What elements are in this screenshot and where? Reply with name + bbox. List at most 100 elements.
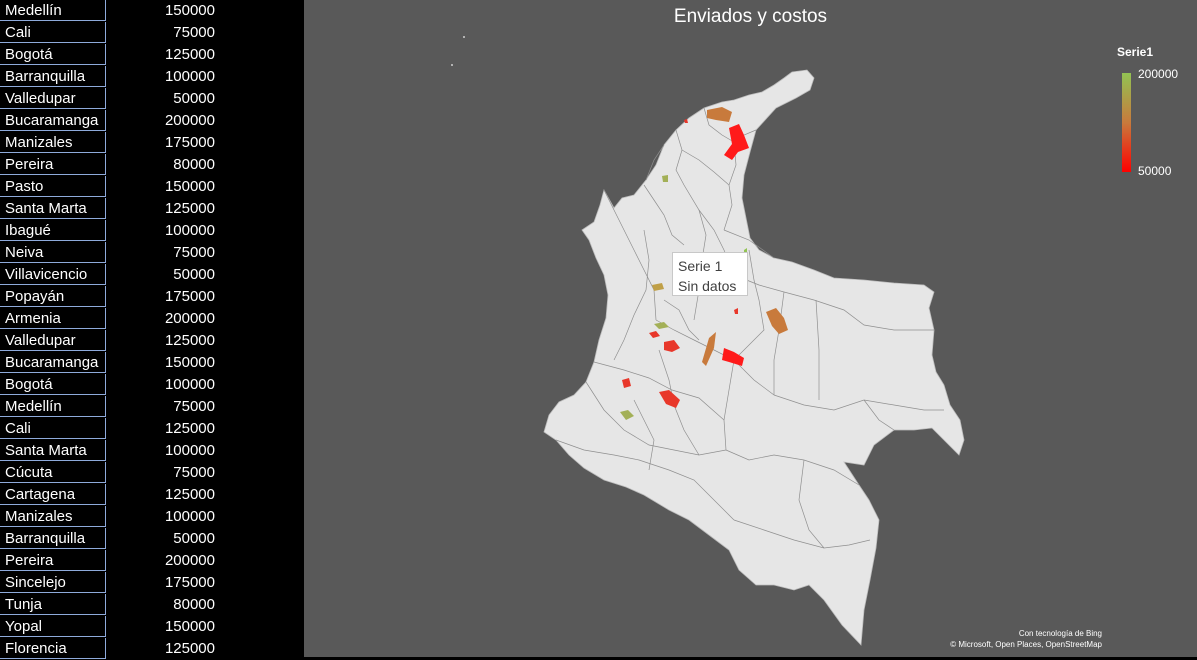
value-cell[interactable]: 100000	[164, 376, 215, 393]
value-cell[interactable]: 125000	[164, 332, 215, 349]
value-cell[interactable]: 50000	[173, 266, 215, 283]
value-cell[interactable]: 50000	[173, 90, 215, 107]
table-row[interactable]: Villavicencio 50000	[0, 264, 304, 286]
table-row[interactable]: Florencia 125000	[0, 638, 304, 660]
city-cell[interactable]: Manizales	[0, 506, 106, 527]
table-row[interactable]: Popayán 175000	[0, 286, 304, 308]
city-cell[interactable]: Santa Marta	[0, 198, 106, 219]
table-row[interactable]: Yopal 150000	[0, 616, 304, 638]
city-cell[interactable]: Cali	[0, 418, 106, 439]
value-cell[interactable]: 175000	[164, 574, 215, 591]
city-cell[interactable]: Pereira	[0, 550, 106, 571]
value-cell[interactable]: 175000	[164, 288, 215, 305]
table-row[interactable]: Valledupar 50000	[0, 88, 304, 110]
table-row[interactable]: Cartagena 125000	[0, 484, 304, 506]
city-cell[interactable]: Santa Marta	[0, 440, 106, 461]
value-cell[interactable]: 150000	[164, 178, 215, 195]
marker-valledupar	[724, 124, 749, 160]
city-cell[interactable]: Ibagué	[0, 220, 106, 241]
map-chart[interactable]: Enviados y costos Serie1 200000 50000 Se…	[304, 0, 1197, 657]
table-row[interactable]: Cali 125000	[0, 418, 304, 440]
value-cell[interactable]: 100000	[164, 442, 215, 459]
city-cell[interactable]: Pasto	[0, 176, 106, 197]
value-cell[interactable]: 200000	[164, 552, 215, 569]
value-cell[interactable]: 150000	[164, 354, 215, 371]
table-row[interactable]: Manizales 175000	[0, 132, 304, 154]
value-cell[interactable]: 75000	[173, 244, 215, 261]
value-cell[interactable]: 75000	[173, 24, 215, 41]
table-row[interactable]: Medellín 75000	[0, 396, 304, 418]
city-cell[interactable]: Yopal	[0, 616, 106, 637]
city-cell[interactable]: Valledupar	[0, 88, 106, 109]
value-cell[interactable]: 150000	[164, 618, 215, 635]
map-tooltip: Serie 1 Sin datos	[672, 252, 748, 296]
table-row[interactable]: Armenia 200000	[0, 308, 304, 330]
table-row[interactable]: Barranquilla 100000	[0, 66, 304, 88]
table-row[interactable]: Tunja 80000	[0, 594, 304, 616]
table-row[interactable]: Bucaramanga 150000	[0, 352, 304, 374]
table-row[interactable]: Pasto 150000	[0, 176, 304, 198]
value-cell[interactable]: 75000	[173, 464, 215, 481]
table-row[interactable]: Pereira 80000	[0, 154, 304, 176]
city-cell[interactable]: Florencia	[0, 638, 106, 659]
value-cell[interactable]: 200000	[164, 112, 215, 129]
value-cell[interactable]: 175000	[164, 134, 215, 151]
city-cell[interactable]: Bogotá	[0, 374, 106, 395]
city-cell[interactable]: Medellín	[0, 0, 106, 21]
city-cell[interactable]: Sincelejo	[0, 572, 106, 593]
city-cell[interactable]: Popayán	[0, 286, 106, 307]
city-cell[interactable]: Armenia	[0, 308, 106, 329]
value-cell[interactable]: 125000	[164, 420, 215, 437]
table-row[interactable]: Bogotá 125000	[0, 44, 304, 66]
table-row[interactable]: Barranquilla 50000	[0, 528, 304, 550]
value-cell[interactable]: 200000	[164, 310, 215, 327]
table-row[interactable]: Cúcuta 75000	[0, 462, 304, 484]
city-cell[interactable]: Manizales	[0, 132, 106, 153]
marker-santa-marta	[707, 107, 732, 122]
value-cell[interactable]: 150000	[164, 2, 215, 19]
marker-tunja	[734, 308, 738, 314]
value-cell[interactable]: 125000	[164, 46, 215, 63]
table-row[interactable]: Cali 75000	[0, 22, 304, 44]
city-cell[interactable]: Pereira	[0, 154, 106, 175]
value-cell[interactable]: 100000	[164, 68, 215, 85]
value-cell[interactable]: 125000	[164, 640, 215, 657]
legend-min-value: 50000	[1138, 164, 1172, 178]
table-row[interactable]: Santa Marta 125000	[0, 198, 304, 220]
city-cell[interactable]: Medellín	[0, 396, 106, 417]
value-cell[interactable]: 80000	[173, 596, 215, 613]
city-cell[interactable]: Cali	[0, 22, 106, 43]
city-cell[interactable]: Cúcuta	[0, 462, 106, 483]
value-cell[interactable]: 125000	[164, 200, 215, 217]
table-row[interactable]: Neiva 75000	[0, 242, 304, 264]
island-marker	[463, 36, 465, 38]
city-markers	[620, 107, 788, 420]
tooltip-value: Sin datos	[678, 278, 737, 294]
city-cell[interactable]: Villavicencio	[0, 264, 106, 285]
table-row[interactable]: Ibagué 100000	[0, 220, 304, 242]
value-cell[interactable]: 50000	[173, 530, 215, 547]
city-cell[interactable]: Bucaramanga	[0, 352, 106, 373]
value-cell[interactable]: 100000	[164, 508, 215, 525]
table-row[interactable]: Medellín 150000	[0, 0, 304, 22]
table-row[interactable]: Pereira 200000	[0, 550, 304, 572]
value-cell[interactable]: 80000	[173, 156, 215, 173]
city-cell[interactable]: Valledupar	[0, 330, 106, 351]
map-credit: Con tecnología de Bing © Microsoft, Open…	[950, 628, 1102, 650]
table-row[interactable]: Bogotá 100000	[0, 374, 304, 396]
value-cell[interactable]: 75000	[173, 398, 215, 415]
city-cell[interactable]: Bucaramanga	[0, 110, 106, 131]
city-cell[interactable]: Neiva	[0, 242, 106, 263]
city-cell[interactable]: Tunja	[0, 594, 106, 615]
table-row[interactable]: Bucaramanga 200000	[0, 110, 304, 132]
table-row[interactable]: Sincelejo 175000	[0, 572, 304, 594]
city-cell[interactable]: Barranquilla	[0, 528, 106, 549]
table-row[interactable]: Santa Marta 100000	[0, 440, 304, 462]
value-cell[interactable]: 125000	[164, 486, 215, 503]
city-cell[interactable]: Barranquilla	[0, 66, 106, 87]
table-row[interactable]: Valledupar 125000	[0, 330, 304, 352]
value-cell[interactable]: 100000	[164, 222, 215, 239]
table-row[interactable]: Manizales 100000	[0, 506, 304, 528]
city-cell[interactable]: Bogotá	[0, 44, 106, 65]
city-cell[interactable]: Cartagena	[0, 484, 106, 505]
